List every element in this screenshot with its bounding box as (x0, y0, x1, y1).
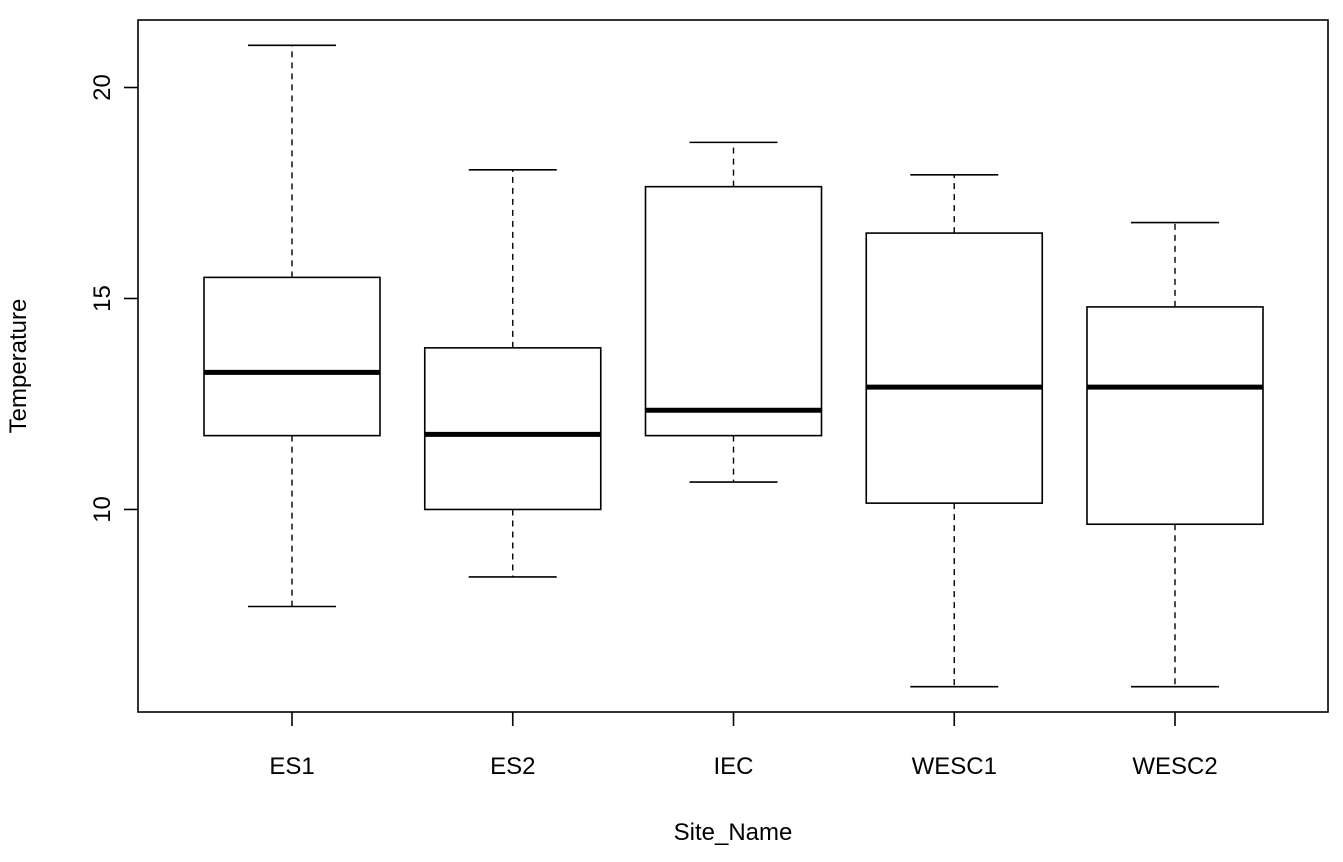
x-tick-label: ES2 (490, 753, 535, 780)
x-tick-label: WESC2 (1132, 753, 1217, 780)
iqr-box (1086, 306, 1264, 526)
y-axis: 10 15 20 (89, 74, 138, 523)
x-tick-label: IEC (713, 753, 753, 780)
box-wesc1 (865, 174, 1044, 688)
y-tick-label: 15 (89, 285, 116, 312)
boxes (203, 44, 1264, 688)
x-axis-title: Site_Name (674, 819, 793, 846)
x-tick-label: ES1 (269, 753, 314, 780)
iqr-box (203, 276, 381, 437)
iqr-box (644, 185, 823, 437)
x-axis: ES1 ES2 IEC WESC1 WESC2 (269, 712, 1218, 780)
y-tick-label: 20 (89, 74, 116, 101)
iqr-box (865, 232, 1044, 504)
box-iec (644, 141, 823, 483)
iqr-box (423, 347, 602, 511)
x-tick-label: WESC1 (912, 753, 997, 780)
y-axis-title: Temperature (5, 299, 32, 434)
box-wesc2 (1086, 221, 1264, 688)
box-es2 (423, 168, 602, 578)
y-tick-label: 10 (89, 496, 116, 523)
box-es1 (203, 44, 381, 608)
